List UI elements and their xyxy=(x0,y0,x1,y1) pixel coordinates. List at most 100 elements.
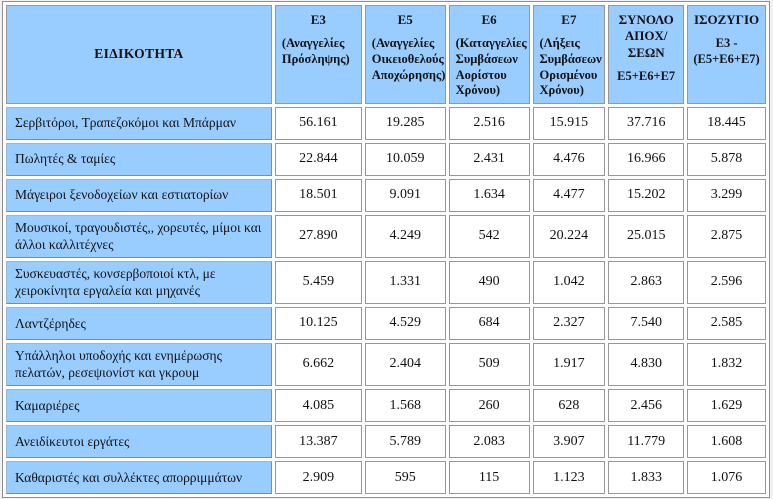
cell-balance: 1.076 xyxy=(687,461,766,495)
cell-e7: 4.477 xyxy=(532,178,606,212)
cell-e5: 2.404 xyxy=(364,342,446,387)
cell-e5: 9.091 xyxy=(364,178,446,212)
row-label: Καμαριέρες xyxy=(6,389,272,423)
cell-e3: 10.125 xyxy=(274,306,362,340)
header-row: ΕΙΔΙΚΟΤΗΤΑ Ε3 (Αναγγελίες Πρόσληψης) Ε5 … xyxy=(6,5,766,104)
cell-balance: 3.299 xyxy=(687,178,766,212)
row-label: Καθαριστές και συλλέκτες απορριμμάτων xyxy=(6,461,272,495)
col-header-total-subtitle: Ε5+Ε6+Ε7 xyxy=(617,68,676,83)
cell-total: 25.015 xyxy=(608,214,685,258)
cell-e5: 1.331 xyxy=(364,260,446,304)
cell-balance: 2.596 xyxy=(687,260,766,304)
cell-total: 37.716 xyxy=(608,106,685,140)
table-row: Συσκευαστές, κονσερβοποιοί κτλ, με χειρο… xyxy=(6,260,766,304)
col-header-total-departures: ΣΥΝΟΛΟ ΑΠΟΧ/ΣΕΩΝ Ε5+Ε6+Ε7 xyxy=(608,5,685,104)
row-label: Ανειδίκευτοι εργάτες xyxy=(6,425,272,459)
cell-e5: 19.285 xyxy=(364,106,446,140)
col-header-e7: Ε7 (Λήξεις Συμβάσεων Ορισμένου Χρόνου) xyxy=(532,5,606,104)
cell-total: 2.863 xyxy=(608,260,685,304)
cell-e7: 15.915 xyxy=(532,106,606,140)
cell-e7: 3.907 xyxy=(532,425,606,459)
col-header-e6-subtitle: (Καταγγελίες Συμβάσεων Αορίστου Χρόνου) xyxy=(455,36,527,98)
col-header-specialty: ΕΙΔΙΚΟΤΗΤΑ xyxy=(6,5,272,104)
cell-e5: 5.789 xyxy=(364,425,446,459)
table-header: ΕΙΔΙΚΟΤΗΤΑ Ε3 (Αναγγελίες Πρόσληψης) Ε5 … xyxy=(6,5,766,104)
cell-balance: 5.878 xyxy=(687,142,766,176)
table-row: Καμαριέρες 4.085 1.568 260 628 2.456 1.6… xyxy=(6,389,766,423)
cell-e7: 1.917 xyxy=(532,342,606,387)
cell-e6: 115 xyxy=(448,461,530,495)
cell-balance: 2.585 xyxy=(687,306,766,340)
cell-e6: 509 xyxy=(448,342,530,387)
table-row: Σερβιτόροι, Τραπεζοκόμοι και Μπάρμαν 56.… xyxy=(6,106,766,140)
cell-e6: 2.431 xyxy=(448,142,530,176)
row-label: Πωλητές & ταμίες xyxy=(6,142,272,176)
col-header-e6: Ε6 (Καταγγελίες Συμβάσεων Αορίστου Χρόνο… xyxy=(448,5,530,104)
col-header-balance-code: ΙΣΟΖΥΓΙΟ xyxy=(693,12,760,27)
row-label: Υπάλληλοι υποδοχής και ενημέρωσης πελατώ… xyxy=(6,342,272,387)
cell-e5: 595 xyxy=(364,461,446,495)
cell-e7: 1.123 xyxy=(532,461,606,495)
cell-e6: 1.634 xyxy=(448,178,530,212)
cell-balance: 1.832 xyxy=(687,342,766,387)
col-header-balance-subtitle: Ε3 - (Ε5+Ε6+Ε7) xyxy=(693,36,760,66)
table-body: Σερβιτόροι, Τραπεζοκόμοι και Μπάρμαν 56.… xyxy=(6,106,766,495)
table-row: Υπάλληλοι υποδοχής και ενημέρωσης πελατώ… xyxy=(6,342,766,387)
col-header-e3-subtitle: (Αναγγελίες Πρόσληψης) xyxy=(281,36,350,66)
cell-total: 2.456 xyxy=(608,389,685,423)
table-row: Πωλητές & ταμίες 22.844 10.059 2.431 4.4… xyxy=(6,142,766,176)
cell-e7: 4.476 xyxy=(532,142,606,176)
cell-e3: 18.501 xyxy=(274,178,362,212)
cell-total: 15.202 xyxy=(608,178,685,212)
cell-total: 11.779 xyxy=(608,425,685,459)
col-header-balance: ΙΣΟΖΥΓΙΟ Ε3 - (Ε5+Ε6+Ε7) xyxy=(687,5,766,104)
cell-balance: 18.445 xyxy=(687,106,766,140)
row-label: Μάγειροι ξενοδοχείων και εστιατορίων xyxy=(6,178,272,212)
table-row: Μάγειροι ξενοδοχείων και εστιατορίων 18.… xyxy=(6,178,766,212)
cell-e6: 684 xyxy=(448,306,530,340)
cell-e7: 1.042 xyxy=(532,260,606,304)
cell-e3: 13.387 xyxy=(274,425,362,459)
col-header-e6-code: Ε6 xyxy=(481,12,497,27)
cell-balance: 1.629 xyxy=(687,389,766,423)
cell-e5: 1.568 xyxy=(364,389,446,423)
col-header-e7-subtitle: (Λήξεις Συμβάσεων Ορισμένου Χρόνου) xyxy=(539,36,602,98)
row-label: Μουσικοί, τραγουδιστές,, χορευτές, μίμοι… xyxy=(6,214,272,258)
col-header-e5: Ε5 (Αναγγελίες Οικειοθελούς Αποχώρησης) xyxy=(364,5,446,104)
row-label: Συσκευαστές, κονσερβοποιοί κτλ, με χειρο… xyxy=(6,260,272,304)
cell-e3: 22.844 xyxy=(274,142,362,176)
cell-e5: 4.529 xyxy=(364,306,446,340)
cell-e6: 260 xyxy=(448,389,530,423)
cell-e7: 628 xyxy=(532,389,606,423)
cell-e3: 27.890 xyxy=(274,214,362,258)
table-row: Καθαριστές και συλλέκτες απορριμμάτων 2.… xyxy=(6,461,766,495)
col-header-e3: Ε3 (Αναγγελίες Πρόσληψης) xyxy=(274,5,362,104)
col-header-e5-subtitle: (Αναγγελίες Οικειοθελούς Αποχώρησης) xyxy=(371,36,446,82)
cell-e5: 4.249 xyxy=(364,214,446,258)
table-row: Μουσικοί, τραγουδιστές,, χορευτές, μίμοι… xyxy=(6,214,766,258)
cell-total: 4.830 xyxy=(608,342,685,387)
cell-e6: 490 xyxy=(448,260,530,304)
cell-e3: 4.085 xyxy=(274,389,362,423)
col-header-e7-code: Ε7 xyxy=(561,12,577,27)
cell-e3: 2.909 xyxy=(274,461,362,495)
cell-e3: 5.459 xyxy=(274,260,362,304)
table-row: Ανειδίκευτοι εργάτες 13.387 5.789 2.083 … xyxy=(6,425,766,459)
cell-balance: 2.875 xyxy=(687,214,766,258)
cell-e6: 2.083 xyxy=(448,425,530,459)
cell-e5: 10.059 xyxy=(364,142,446,176)
cell-e7: 20.224 xyxy=(532,214,606,258)
row-label: Σερβιτόροι, Τραπεζοκόμοι και Μπάρμαν xyxy=(6,106,272,140)
table-row: Λαντζέρηδες 10.125 4.529 684 2.327 7.540… xyxy=(6,306,766,340)
cell-total: 1.833 xyxy=(608,461,685,495)
cell-e6: 2.516 xyxy=(448,106,530,140)
cell-e3: 56.161 xyxy=(274,106,362,140)
col-header-e3-code: Ε3 xyxy=(310,12,326,27)
cell-e7: 2.327 xyxy=(532,306,606,340)
cell-e3: 6.662 xyxy=(274,342,362,387)
cell-e6: 542 xyxy=(448,214,530,258)
col-header-total-code: ΣΥΝΟΛΟ ΑΠΟΧ/ΣΕΩΝ xyxy=(618,12,674,60)
cell-total: 7.540 xyxy=(608,306,685,340)
